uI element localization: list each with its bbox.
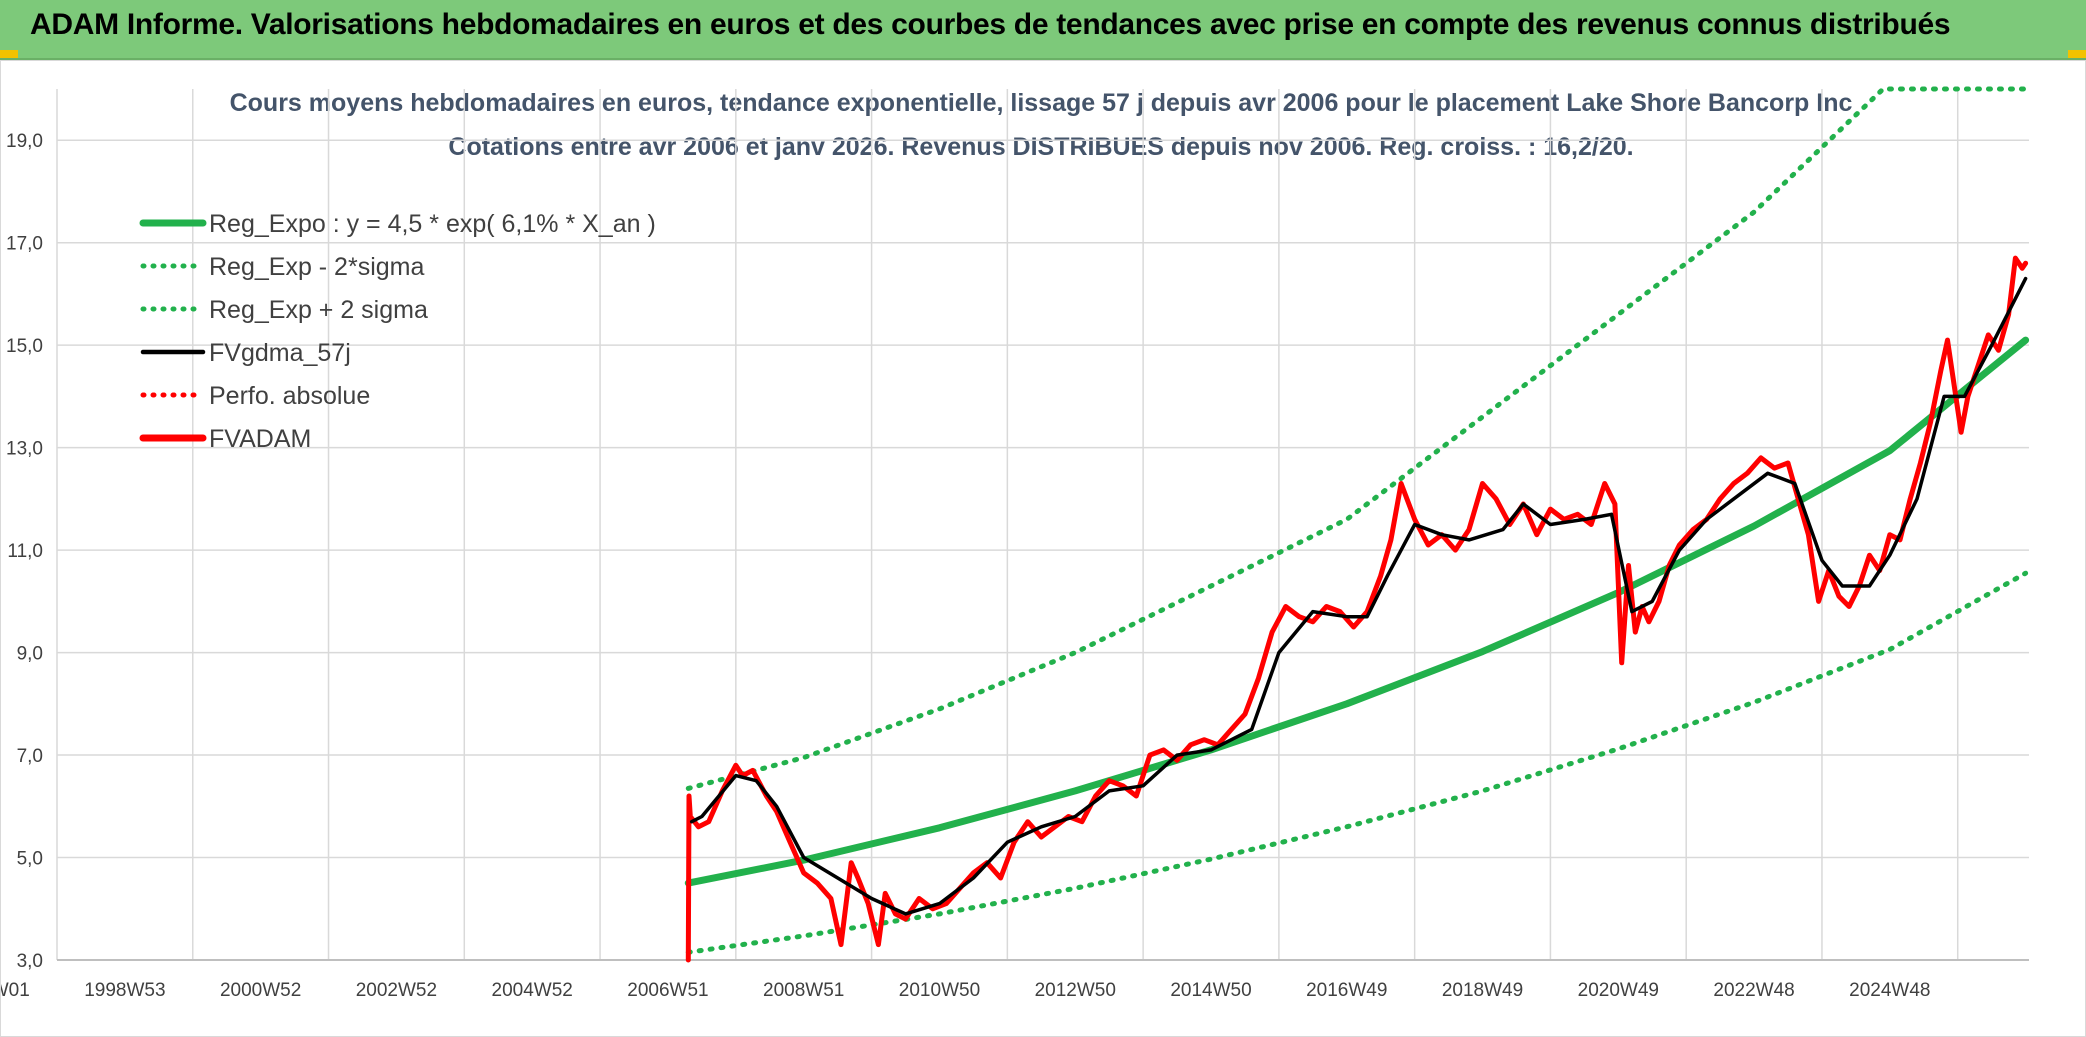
x-tick-label: 1997W01 [1,980,30,1001]
legend-entry-label: FVADAM [209,425,311,453]
x-tick-label: 2012W50 [1035,980,1116,1001]
chart-title-line-1: Cours moyens hebdomadaires en euros, ten… [230,89,1853,117]
y-tick-label: 7,0 [17,746,43,767]
x-tick-label: 2020W49 [1578,980,1659,1001]
series-reg-exp-plus-2sigma [685,86,2029,791]
legend: Reg_Expo : y = 4,5 * exp( 6,1% * X_an ) R… [139,210,656,453]
legend-entry-label: Reg_Expo : y = 4,5 * exp( 6,1% * X_an ) [209,210,656,238]
gridlines [56,89,2029,961]
series-lines [684,86,2030,963]
legend-entry-label: Reg_Exp - 2*sigma [209,253,424,281]
series-fvgdma-57j [689,276,2028,916]
y-tick-label: 17,0 [6,234,43,255]
y-tick-label: 15,0 [6,336,43,357]
y-tick-label: 19,0 [6,131,43,152]
x-tick-label: 2006W51 [627,980,708,1001]
y-tick-label: 3,0 [17,951,43,972]
corner-accent-top-left [0,50,18,58]
corner-accent-top-right [2068,50,2086,58]
x-tick-label: 1998W53 [84,980,165,1001]
x-tick-label: 2018W49 [1442,980,1523,1001]
y-tick-label: 11,0 [7,541,43,562]
x-tick-label: 2004W52 [492,980,573,1001]
line-chart: Cours moyens hebdomadaires en euros, ten… [1,86,2030,1001]
x-tick-label: 2002W52 [356,980,437,1001]
chart-area: Cours moyens hebdomadaires en euros, ten… [0,60,2086,1037]
series-reg-exp-minus-2sigma [685,570,2029,955]
x-tick-label: 2024W48 [1849,980,1930,1001]
x-tick-label: 2022W48 [1713,980,1794,1001]
legend-entry-label: Perfo. absolue [209,382,370,410]
x-tick-label: 2014W50 [1170,980,1251,1001]
x-tick-label: 2010W50 [899,980,980,1001]
legend-entry-label: Reg_Exp + 2 sigma [209,296,428,324]
legend-entry-label: FVgdma_57j [209,339,351,367]
report-header: ADAM Informe. Valorisations hebdomadaire… [0,0,2086,60]
y-tick-label: 5,0 [17,849,43,870]
x-tick-label: 2000W52 [220,980,301,1001]
chart-title-line-2: Cotations entre avr 2006 et janv 2026. R… [448,133,1633,161]
y-tick-label: 13,0 [6,439,43,460]
report-title: ADAM Informe. Valorisations hebdomadaire… [30,8,1951,41]
x-tick-label: 2016W49 [1306,980,1387,1001]
series-reg-expo [684,336,2030,887]
series-fvadam [685,255,2029,963]
axes: 3,0 5,0 7,0 9,0 11,0 13,0 15,0 17,0 19,0 1997W01 1… [1,131,2029,1001]
x-tick-label: 2008W51 [763,980,844,1001]
y-tick-label: 9,0 [17,644,43,665]
